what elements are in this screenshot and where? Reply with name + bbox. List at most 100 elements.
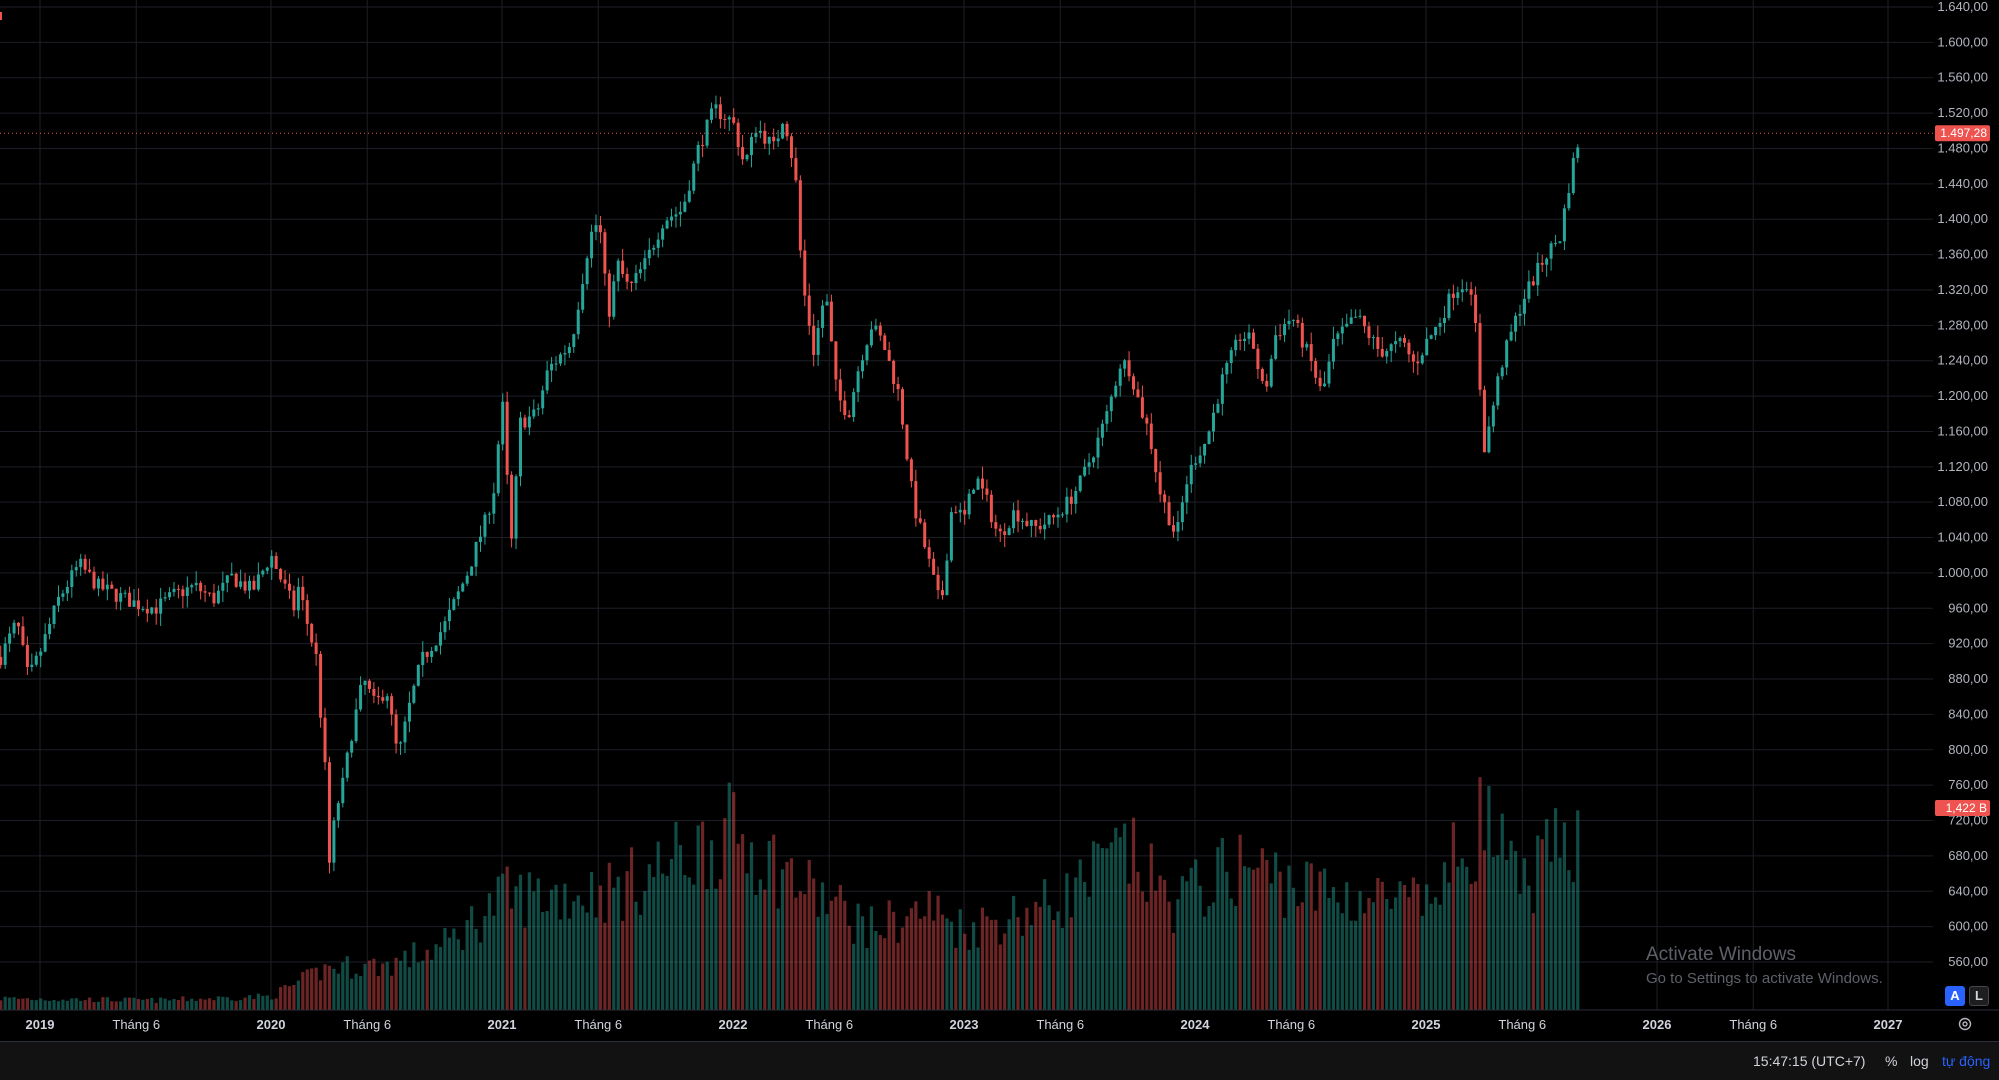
candle-body xyxy=(1323,383,1327,387)
last-volume-badge-bg xyxy=(1935,800,1990,816)
auto-scale-button[interactable]: A xyxy=(1945,986,1965,1006)
volume-bar xyxy=(1553,808,1558,1010)
candle-body xyxy=(985,488,989,495)
candle-body xyxy=(265,567,269,571)
candle-body xyxy=(470,566,474,576)
candle-body xyxy=(674,214,678,217)
volume-bar xyxy=(1078,859,1082,1010)
volume-bar xyxy=(56,1001,61,1010)
candle-body xyxy=(434,645,438,652)
volume-bar xyxy=(678,845,683,1010)
y-tick-label: 720,00 xyxy=(1948,813,1988,828)
candle-body xyxy=(812,325,816,355)
candle-body xyxy=(1260,368,1264,381)
volume-bar xyxy=(443,928,447,1010)
candle-body xyxy=(678,211,682,215)
volume-bar xyxy=(527,872,531,1010)
volume-bar xyxy=(816,916,820,1010)
x-tick-year: 2023 xyxy=(950,1017,979,1032)
volume-bar xyxy=(607,862,611,1010)
candle-body xyxy=(1300,323,1304,348)
candle-body xyxy=(56,596,60,606)
volume-bar xyxy=(216,996,221,1010)
volume-bar xyxy=(687,877,691,1010)
y-tick-label: 1.040,00 xyxy=(1937,530,1988,545)
volume-bar xyxy=(647,864,651,1010)
volume-bar xyxy=(1291,887,1296,1010)
candle-body xyxy=(532,409,536,417)
candle-body xyxy=(1478,323,1482,390)
volume-bar xyxy=(1558,857,1562,1010)
candle-body xyxy=(1229,350,1233,363)
candle-body xyxy=(1029,520,1033,526)
volume-bar xyxy=(852,943,856,1010)
volume-bar xyxy=(740,834,745,1010)
volume-bar xyxy=(287,986,292,1010)
grid xyxy=(0,0,1933,1010)
volume-bar xyxy=(1256,867,1260,1010)
last-volume-badge: 1,422 B xyxy=(1935,800,1990,816)
x-tick-year: 2022 xyxy=(719,1017,748,1032)
candle-body xyxy=(443,621,447,633)
candle-body xyxy=(1109,396,1113,412)
candle-body xyxy=(1203,443,1207,456)
volume-bar xyxy=(763,889,767,1010)
candle-body xyxy=(727,117,731,120)
candle-body xyxy=(12,622,16,634)
candle-body xyxy=(74,567,78,571)
volume-bar xyxy=(1118,837,1122,1010)
volume-bar xyxy=(141,999,145,1010)
volume-bar xyxy=(843,900,847,1010)
price-chart[interactable]: 1.640,00 1.600,00 1.560,00 1.520,00 1.480,00… xyxy=(0,0,1999,1040)
volume-bar xyxy=(1389,908,1393,1010)
volume-bar xyxy=(207,998,212,1010)
y-tick-label: 640,00 xyxy=(1948,883,1988,898)
candle-body xyxy=(3,643,7,665)
candle-body xyxy=(505,401,509,475)
candle-body xyxy=(345,752,349,778)
volume-bar xyxy=(265,995,269,1010)
candle-body xyxy=(1367,326,1371,339)
candle-body xyxy=(114,588,118,602)
volume-bar xyxy=(927,891,931,1010)
candle-body xyxy=(1456,292,1460,298)
volume-bar xyxy=(278,987,283,1010)
candle-body xyxy=(1105,411,1109,424)
candle-body xyxy=(119,593,123,602)
volume-bar xyxy=(1287,865,1291,1010)
volume-bar xyxy=(358,976,363,1010)
log-scale-toggle[interactable]: log xyxy=(1910,1053,1929,1069)
volume-bar xyxy=(536,878,540,1010)
volume-bar xyxy=(1265,860,1269,1010)
auto-scale-toggle[interactable]: tự động xyxy=(1942,1053,1991,1069)
candle-body xyxy=(1216,403,1220,413)
volume-bar xyxy=(376,975,380,1010)
candle-body xyxy=(1447,293,1451,319)
candle-body xyxy=(1078,475,1082,492)
volume-bar xyxy=(3,996,7,1010)
candle-body xyxy=(621,260,625,274)
candle-body xyxy=(554,363,558,365)
candle-body xyxy=(221,582,225,591)
candle-body xyxy=(536,408,540,410)
volume-bar xyxy=(25,998,29,1010)
volume-bar xyxy=(1056,911,1060,1010)
gear-icon[interactable] xyxy=(1957,1016,1973,1032)
candle-body xyxy=(1571,157,1575,194)
candle-body xyxy=(270,556,274,568)
volume-bar xyxy=(971,922,976,1010)
volume-bar xyxy=(1180,876,1184,1010)
volume-bar xyxy=(798,891,802,1010)
volume-bar xyxy=(732,792,736,1010)
candle-body xyxy=(394,714,398,744)
candle-body xyxy=(545,370,549,391)
volume-bar xyxy=(1429,903,1433,1010)
volume-bar xyxy=(332,968,336,1010)
candle-body xyxy=(705,119,709,146)
volume-bar xyxy=(43,1000,47,1010)
clock-readout[interactable]: 15:47:15 (UTC+7) xyxy=(1753,1053,1866,1069)
candle-body xyxy=(492,493,496,514)
candle-body xyxy=(1438,323,1442,327)
log-scale-button[interactable]: L xyxy=(1969,986,1989,1006)
percent-scale-toggle[interactable]: % xyxy=(1885,1053,1898,1069)
